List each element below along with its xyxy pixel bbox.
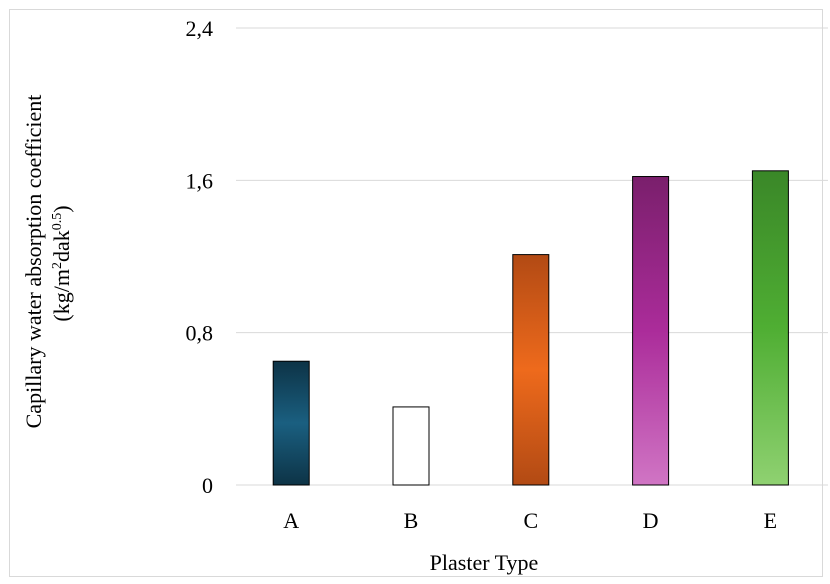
- x-tick-label: B: [404, 508, 419, 533]
- y-tick-label: 2,4: [186, 16, 214, 41]
- x-axis-title: Plaster Type: [430, 550, 539, 575]
- x-tick-label: E: [764, 508, 777, 533]
- x-tick-label: A: [283, 508, 299, 533]
- bar-c: [512, 254, 550, 486]
- x-tick-label: D: [643, 508, 659, 533]
- bar-d: [632, 176, 670, 486]
- x-tick-label: C: [523, 508, 538, 533]
- y-tick-label: 0,8: [186, 321, 214, 346]
- y-tick-label: 1,6: [186, 168, 214, 193]
- bar-b: [392, 406, 430, 486]
- y-axis-title-units: (kg/m2dak0.5): [49, 205, 74, 321]
- x-tick-labels: A B C D E: [283, 508, 777, 533]
- y-axis-title-line1: Capillary water absorption coefficient: [21, 95, 46, 429]
- bar-a: [272, 360, 310, 486]
- y-tick-labels: 0 0,8 1,6 2,4: [186, 16, 214, 498]
- bars: [272, 170, 789, 486]
- y-axis-title: Capillary water absorption coefficient: [21, 95, 46, 429]
- bar-e: [751, 170, 789, 486]
- y-tick-label: 0: [202, 473, 213, 498]
